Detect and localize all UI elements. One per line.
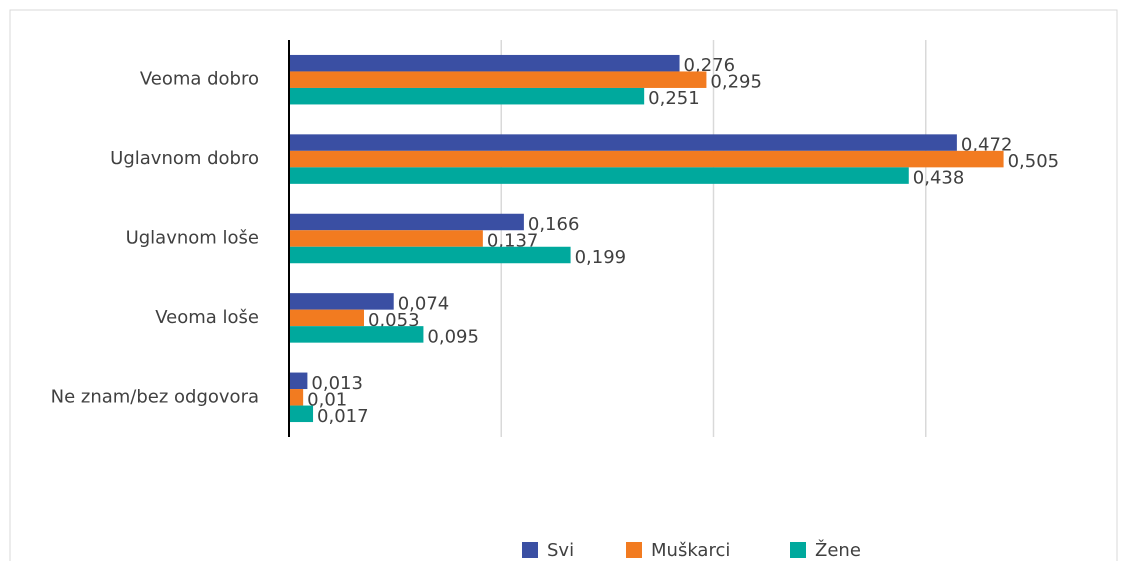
bar: [289, 372, 308, 390]
data-label: 0,199: [575, 247, 627, 268]
data-label: 0,01: [307, 389, 347, 410]
legend-label: Žene: [815, 539, 861, 561]
data-label: 0,251: [648, 88, 700, 109]
bar: [289, 246, 571, 264]
legend-swatch: [790, 542, 806, 558]
legend-swatch: [626, 542, 642, 558]
data-label: 0,472: [961, 135, 1013, 156]
bar: [289, 167, 909, 184]
bar: [289, 134, 957, 151]
data-label: 0,276: [684, 55, 736, 76]
data-label: 0,017: [317, 406, 369, 427]
y-tick-label: Uglavnom loše: [126, 228, 259, 249]
data-label: 0,295: [710, 72, 762, 93]
data-label: 0,053: [368, 310, 420, 331]
bar: [289, 150, 1004, 168]
data-label: 0,137: [487, 231, 539, 252]
bar: [289, 87, 645, 105]
data-label: 0,505: [1008, 151, 1060, 172]
bar: [289, 389, 304, 406]
bar: [289, 213, 524, 231]
legend-label: Svi: [547, 540, 574, 561]
data-label: 0,095: [427, 326, 479, 347]
data-label: 0,166: [528, 214, 580, 235]
data-label: 0,013: [311, 373, 363, 394]
bar: [289, 54, 680, 72]
bar: [289, 326, 424, 343]
bar: [289, 405, 314, 423]
y-tick-label: Uglavnom dobro: [110, 148, 259, 169]
bar: [289, 230, 483, 247]
data-label: 0,074: [398, 293, 450, 314]
bar: [289, 309, 364, 327]
legend-swatch: [522, 542, 538, 558]
bar: [289, 293, 394, 310]
y-tick-label: Veoma loše: [155, 307, 259, 328]
bar: [289, 71, 707, 88]
data-label: 0,438: [913, 168, 965, 189]
legend-label: Muškarci: [651, 540, 730, 561]
y-tick-label: Veoma dobro: [140, 69, 259, 90]
y-tick-label: Ne znam/bez odgovora: [51, 386, 259, 407]
